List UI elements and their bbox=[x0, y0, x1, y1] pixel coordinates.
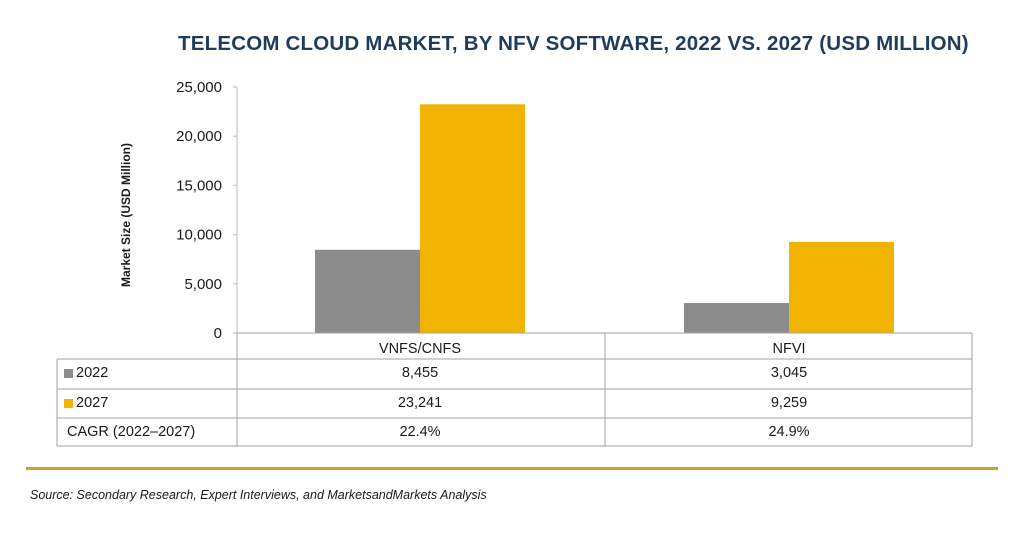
legend-label-2022: 2022 bbox=[76, 365, 109, 381]
y-tick-label: 5,000 bbox=[184, 276, 222, 293]
table-value-2027-nfvi: 9,259 bbox=[770, 395, 808, 411]
chart-title: TELECOM CLOUD MARKET, BY NFV SOFTWARE, 2… bbox=[178, 32, 969, 55]
y-tick-label: 0 bbox=[214, 325, 222, 342]
table-category-vnfs-cnfs: VNFS/CNFS bbox=[378, 341, 462, 357]
bar-2027-nfvi bbox=[789, 241, 894, 333]
divider-rule bbox=[26, 467, 998, 470]
table-value-2022-vnfs: 8,455 bbox=[401, 365, 439, 381]
cagr-value-nfvi: 24.9% bbox=[768, 424, 810, 440]
source-note: Source: Secondary Research, Expert Inter… bbox=[30, 488, 487, 502]
table-value-2022-nfvi: 3,045 bbox=[770, 365, 808, 381]
y-tick-label: 25,000 bbox=[176, 79, 222, 96]
bar-2027-vnfs-cnfs bbox=[420, 104, 525, 333]
bar-2022-nfvi bbox=[684, 303, 789, 333]
cagr-label: CAGR (2022–2027) bbox=[67, 424, 196, 440]
y-tick-label: 20,000 bbox=[176, 128, 222, 145]
y-tick-label: 15,000 bbox=[176, 177, 222, 194]
legend-swatch-2022 bbox=[64, 369, 73, 378]
table-value-2027-vnfs: 23,241 bbox=[397, 395, 443, 411]
y-tick-label: 10,000 bbox=[176, 227, 222, 244]
legend-swatch-2027 bbox=[64, 399, 73, 408]
legend-label-2027: 2027 bbox=[76, 395, 109, 411]
table-category-nfvi: NFVI bbox=[772, 341, 806, 357]
bar-2022-vnfs-cnfs bbox=[315, 249, 420, 333]
cagr-value-vnfs: 22.4% bbox=[399, 424, 441, 440]
